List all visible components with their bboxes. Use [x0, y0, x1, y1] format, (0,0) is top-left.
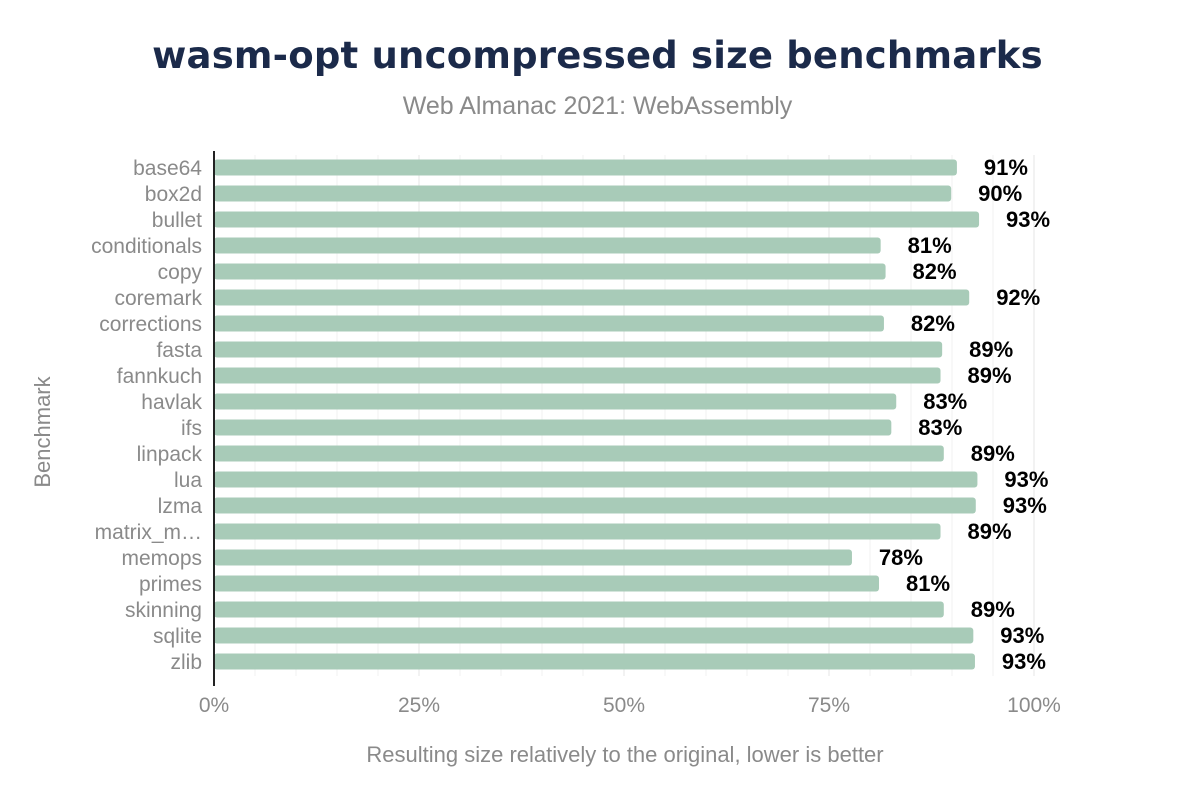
bar — [214, 419, 892, 436]
data-label: 82% — [913, 259, 957, 284]
category-label: matrix_m… — [95, 521, 202, 544]
bar — [214, 289, 970, 306]
category-label: copy — [158, 261, 203, 284]
bar — [214, 367, 941, 384]
category-label: conditionals — [91, 235, 202, 258]
category-label: coremark — [114, 287, 202, 310]
data-label: 93% — [1004, 467, 1048, 492]
category-label: primes — [139, 573, 202, 596]
data-label: 83% — [923, 389, 967, 414]
data-label: 89% — [967, 363, 1011, 388]
y-axis-title: Benchmark — [30, 375, 55, 487]
data-label: 93% — [1000, 623, 1044, 648]
category-label: memops — [121, 547, 202, 570]
x-tick-label: 75% — [808, 694, 850, 717]
x-tick-label: 0% — [199, 694, 229, 717]
bars — [214, 159, 980, 670]
data-label: 89% — [971, 597, 1015, 622]
data-labels: 91%90%93%81%82%92%82%89%89%83%83%89%93%9… — [879, 155, 1050, 674]
category-label: corrections — [99, 313, 202, 336]
category-label: zlib — [170, 651, 202, 674]
data-label: 93% — [1003, 493, 1047, 518]
chart-title: wasm-opt uncompressed size benchmarks — [152, 34, 1043, 77]
data-label: 91% — [984, 155, 1028, 180]
data-label: 93% — [1006, 207, 1050, 232]
bar — [214, 341, 943, 358]
bar — [214, 549, 852, 566]
category-label: lua — [174, 469, 202, 492]
data-label: 93% — [1002, 649, 1046, 674]
bar — [214, 211, 980, 228]
x-tick-label: 50% — [603, 694, 645, 717]
category-labels: base64 box2d bullet conditionals copy coremar… — [91, 157, 202, 674]
category-label: sqlite — [153, 625, 202, 648]
category-label: fasta — [156, 339, 202, 362]
category-label: skinning — [125, 599, 202, 622]
bar — [214, 653, 975, 670]
bar — [214, 263, 886, 280]
category-label: box2d — [145, 183, 202, 206]
data-label: 89% — [969, 337, 1013, 362]
category-label: fannkuch — [117, 365, 202, 388]
data-label: 78% — [879, 545, 923, 570]
x-axis-ticks: 0% 25% 50% 75% 100% — [199, 694, 1061, 717]
chart-subtitle: Web Almanac 2021: WebAssembly — [402, 92, 793, 120]
x-axis-title: Resulting size relatively to the origina… — [366, 742, 883, 767]
bar — [214, 185, 952, 202]
bar — [214, 393, 897, 410]
bar — [214, 471, 978, 488]
data-label: 81% — [908, 233, 952, 258]
category-label: ifs — [181, 417, 202, 440]
bar — [214, 627, 974, 644]
bar — [214, 315, 884, 332]
data-label: 89% — [967, 519, 1011, 544]
category-label: base64 — [133, 157, 202, 180]
bar — [214, 601, 944, 618]
x-tick-label: 100% — [1007, 694, 1061, 717]
bar — [214, 445, 944, 462]
data-label: 82% — [911, 311, 955, 336]
x-tick-label: 25% — [398, 694, 440, 717]
data-label: 92% — [996, 285, 1040, 310]
data-label: 89% — [971, 441, 1015, 466]
bar — [214, 159, 957, 176]
category-label: linpack — [137, 443, 203, 466]
category-label: lzma — [158, 495, 203, 518]
bar — [214, 237, 881, 254]
bar — [214, 523, 941, 540]
category-label: havlak — [141, 391, 202, 414]
data-label: 90% — [978, 181, 1022, 206]
bar — [214, 575, 880, 592]
data-label: 81% — [906, 571, 950, 596]
data-label: 83% — [918, 415, 962, 440]
bar — [214, 497, 976, 514]
category-label: bullet — [152, 209, 202, 232]
